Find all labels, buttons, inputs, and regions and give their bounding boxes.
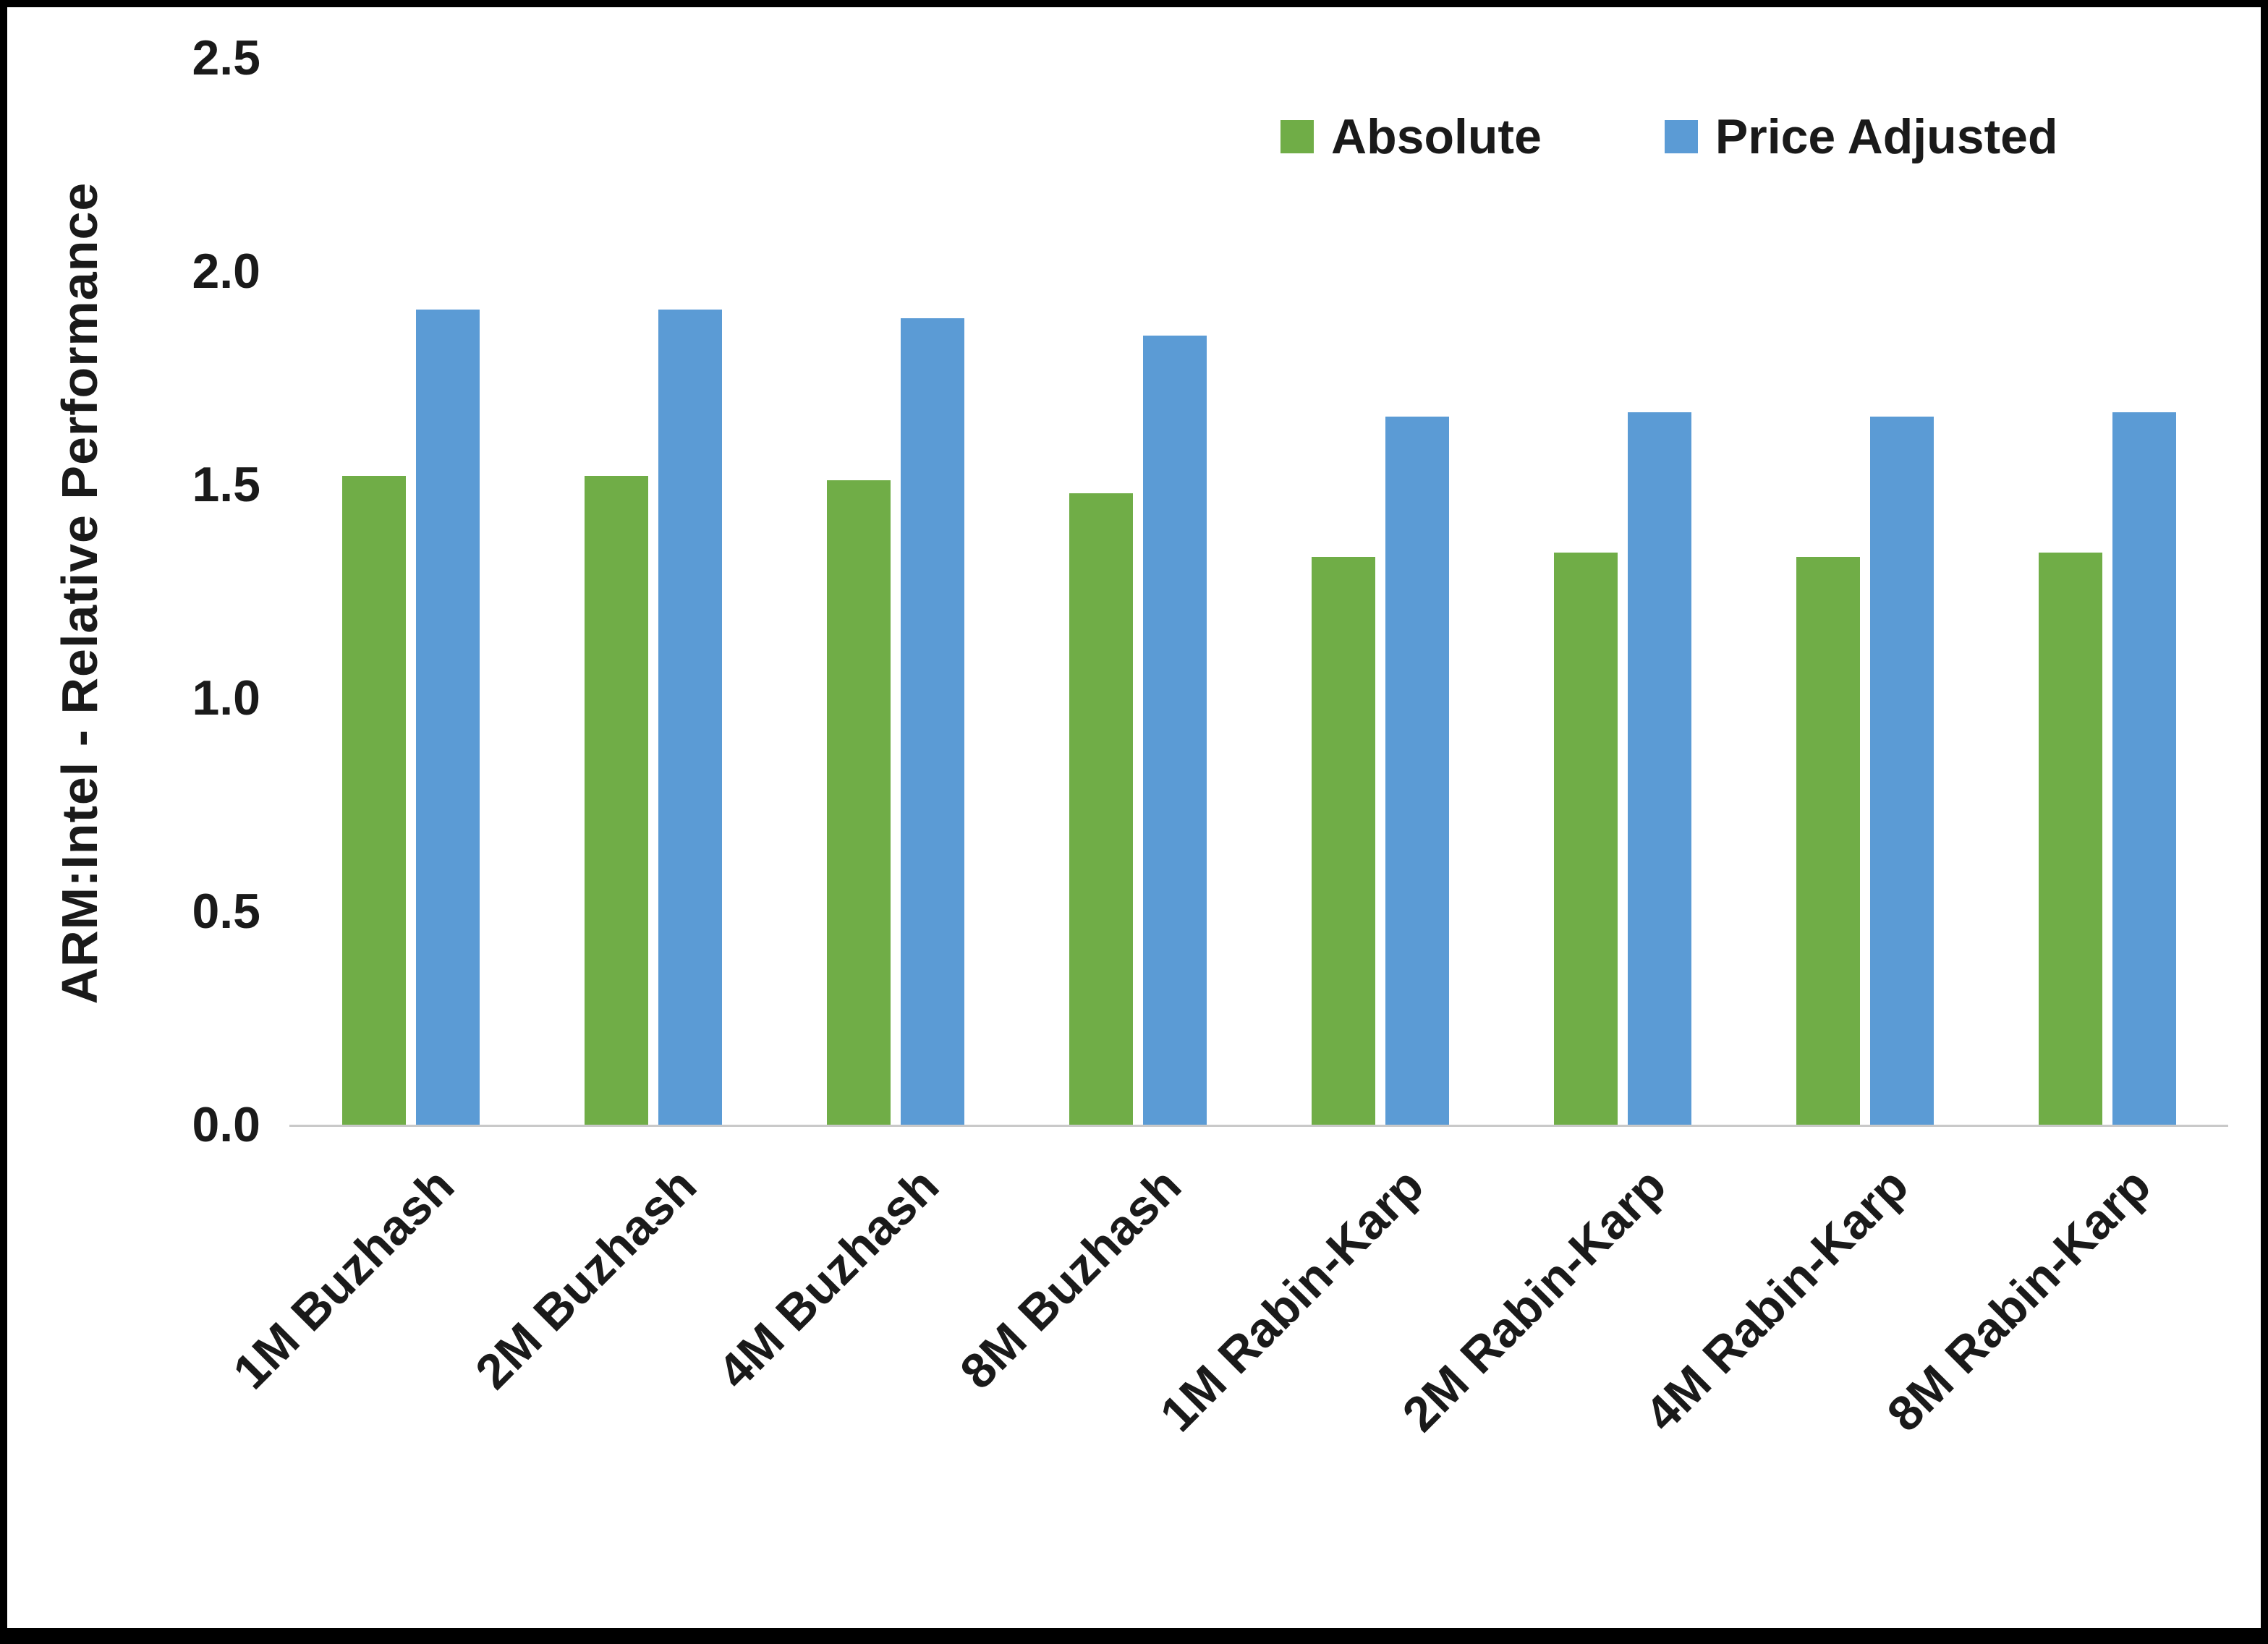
y-axis-ticks: 0.0 0.5 1.0 1.5 2.0 2.5 — [109, 30, 260, 1152]
bar-absolute — [2038, 553, 2102, 1125]
x-axis-label: 1M Buzhash — [222, 1157, 464, 1400]
bar-group-4m-buzhash — [774, 58, 1016, 1125]
bar-absolute — [1311, 557, 1375, 1125]
y-tick-label: 1.0 — [192, 670, 260, 725]
y-tick-label: 0.5 — [192, 884, 260, 939]
y-tick-label: 1.5 — [192, 457, 260, 512]
bar-price-adjusted — [1385, 416, 1449, 1125]
plot-area — [289, 58, 2228, 1127]
legend-entry-price-adjusted: Price Adjusted — [1664, 108, 2058, 165]
x-axis-label: 4M Rabin-Karp — [1634, 1157, 1919, 1442]
legend-swatch-icon — [1664, 120, 1698, 153]
bar-group-8m-rabin-karp — [1986, 58, 2228, 1125]
legend-swatch-icon — [1280, 120, 1314, 153]
legend-entry-absolute: Absolute — [1280, 108, 1542, 165]
x-axis-label: 8M Rabin-Karp — [1876, 1157, 2161, 1442]
bar-absolute — [341, 476, 406, 1125]
bar-group-2m-buzhash — [532, 58, 774, 1125]
x-axis-label: 2M Buzhash — [464, 1157, 707, 1400]
x-axis-label: 4M Buzhash — [707, 1157, 949, 1400]
legend-label: Absolute — [1331, 109, 1542, 164]
bar-price-adjusted — [658, 310, 722, 1125]
x-axis-label: 8M Buzhash — [949, 1157, 1192, 1400]
bar-price-adjusted — [900, 318, 964, 1125]
bar-absolute — [584, 476, 648, 1125]
y-tick-label: 2.0 — [192, 244, 260, 299]
bar-group-1m-buzhash — [289, 58, 532, 1125]
bar-price-adjusted — [2112, 412, 2176, 1125]
bar-group-4m-rabin-karp — [1744, 58, 1986, 1125]
bar-group-8m-buzhash — [1016, 58, 1259, 1125]
bar-price-adjusted — [1869, 416, 1934, 1125]
bar-group-2m-rabin-karp — [1501, 58, 1744, 1125]
bar-absolute — [1796, 557, 1860, 1125]
bar-price-adjusted — [1627, 412, 1691, 1125]
bar-group-1m-rabin-karp — [1259, 58, 1501, 1125]
bar-absolute — [826, 480, 891, 1125]
legend-label: Price Adjusted — [1715, 109, 2058, 164]
x-axis-label: 2M Rabin-Karp — [1391, 1157, 1676, 1442]
bar-price-adjusted — [415, 310, 480, 1125]
x-axis-labels: 1M Buzhash 2M Buzhash 4M Buzhash 8M Buzhash… — [223, 1136, 2228, 1541]
bar-absolute — [1069, 493, 1133, 1125]
y-tick-label: 0.0 — [192, 1097, 260, 1152]
x-axis-label: 1M Rabin-Karp — [1149, 1157, 1434, 1442]
bar-price-adjusted — [1142, 335, 1207, 1125]
y-axis-title: ARM:Intel - Relative Performance — [51, 182, 108, 1005]
bar-absolute — [1553, 553, 1618, 1125]
legend: Absolute Price Adjusted — [1280, 108, 2058, 165]
y-tick-label: 2.5 — [192, 30, 260, 85]
